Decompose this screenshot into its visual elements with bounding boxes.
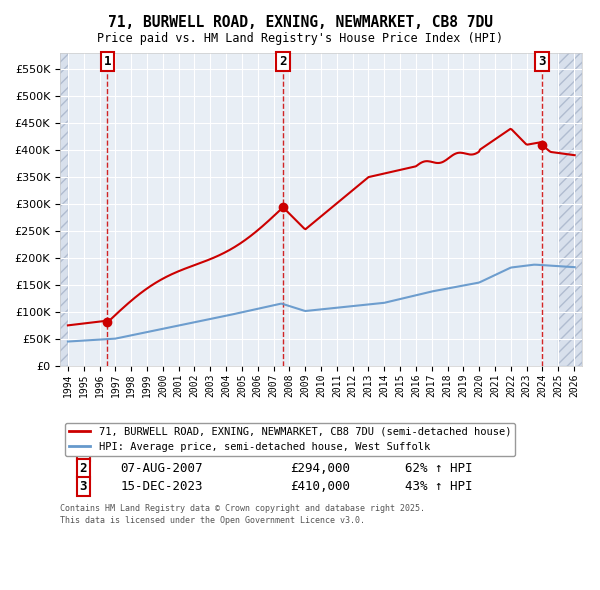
Text: 71, BURWELL ROAD, EXNING, NEWMARKET, CB8 7DU: 71, BURWELL ROAD, EXNING, NEWMARKET, CB8… [107, 15, 493, 30]
Text: Price paid vs. HM Land Registry's House Price Index (HPI): Price paid vs. HM Land Registry's House … [97, 32, 503, 45]
Text: 43% ↑ HPI: 43% ↑ HPI [404, 480, 472, 493]
Text: 57% ↑ HPI: 57% ↑ HPI [404, 445, 472, 458]
Text: 2: 2 [80, 463, 87, 476]
Bar [558, 53, 582, 366]
Text: £410,000: £410,000 [290, 480, 350, 493]
Bar [60, 53, 68, 366]
Text: Contains HM Land Registry data © Crown copyright and database right 2025.: Contains HM Land Registry data © Crown c… [60, 504, 425, 513]
Text: 3: 3 [80, 480, 87, 493]
Text: £294,000: £294,000 [290, 463, 350, 476]
Text: 3: 3 [538, 55, 545, 68]
Text: 02-JUL-1996: 02-JUL-1996 [120, 445, 203, 458]
Text: 1: 1 [104, 55, 111, 68]
Text: 62% ↑ HPI: 62% ↑ HPI [404, 463, 472, 476]
Text: 15-DEC-2023: 15-DEC-2023 [120, 480, 203, 493]
Text: 2: 2 [279, 55, 287, 68]
Text: This data is licensed under the Open Government Licence v3.0.: This data is licensed under the Open Gov… [60, 516, 365, 525]
Text: 1: 1 [80, 445, 87, 458]
Legend: 71, BURWELL ROAD, EXNING, NEWMARKET, CB8 7DU (semi-detached house), HPI: Average: 71, BURWELL ROAD, EXNING, NEWMARKET, CB8… [65, 422, 515, 456]
Text: £80,500: £80,500 [290, 445, 342, 458]
Text: 07-AUG-2007: 07-AUG-2007 [120, 463, 203, 476]
